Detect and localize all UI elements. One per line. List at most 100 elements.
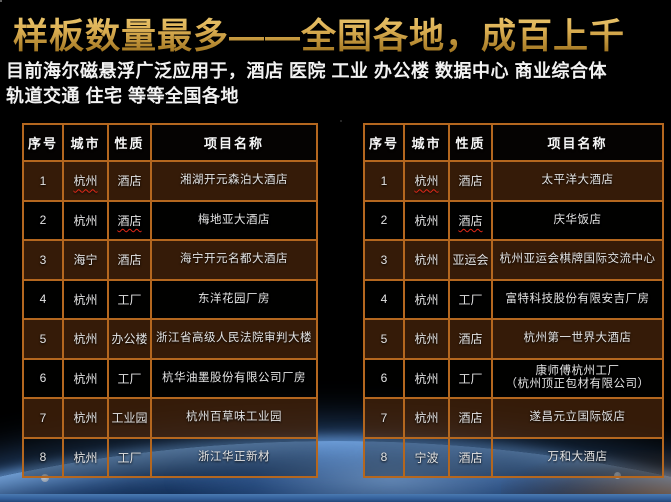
projects-table: 序号 城市 性质 项目名称 1 杭州 酒店 太平洋大酒店 2 杭州 酒店 庆华饭店 3 杭州 亚运会 杭州亚… <box>363 123 664 478</box>
column-header: 项目名称 <box>150 123 318 162</box>
cell-index: 2 <box>22 199 64 241</box>
table-row: 6 杭州 工厂 康师傅杭州工厂 （杭州顶正包材有限公司） <box>363 357 664 399</box>
cell-index: 2 <box>363 199 405 241</box>
cell-city: 杭州 <box>62 397 109 439</box>
cell-index: 7 <box>363 397 405 439</box>
table-row: 5 杭州 酒店 杭州第一世界大酒店 <box>363 318 664 360</box>
table-row: 3 杭州 亚运会 杭州亚运会棋牌国际交流中心 <box>363 239 664 281</box>
table-row: 2 杭州 酒店 庆华饭店 <box>363 199 664 241</box>
projects-table-right: 序号 城市 性质 项目名称 1 杭州 酒店 太平洋大酒店 2 杭州 酒店 庆华饭店 3 杭州 亚运会 杭州亚… <box>363 123 664 478</box>
column-header: 城市 <box>62 123 109 162</box>
cell-type: 工厂 <box>107 357 152 399</box>
cell-city: 杭州 <box>62 199 109 241</box>
cell-project-name: 杭州第一世界大酒店 <box>491 318 664 360</box>
cell-type: 酒店 <box>448 397 493 439</box>
column-header: 城市 <box>403 123 450 162</box>
column-header: 性质 <box>448 123 493 162</box>
table-row: 1 杭州 酒店 太平洋大酒店 <box>363 160 664 202</box>
cell-index: 5 <box>22 318 64 360</box>
cell-city: 杭州 <box>403 239 450 281</box>
cell-project-name: 万和大酒店 <box>491 436 664 478</box>
cell-project-name: 海宁开元名都大酒店 <box>150 239 318 281</box>
cell-city: 杭州 <box>62 357 109 399</box>
cell-city: 宁波 <box>403 436 450 478</box>
cell-type: 酒店 <box>107 239 152 281</box>
cell-index: 3 <box>363 239 405 281</box>
cell-project-name: 梅地亚大酒店 <box>150 199 318 241</box>
cell-index: 7 <box>22 397 64 439</box>
cell-index: 1 <box>22 160 64 202</box>
cell-type: 工厂 <box>448 357 493 399</box>
table-row: 8 杭州 工厂 浙江华正新材 <box>22 436 318 478</box>
column-header: 项目名称 <box>491 123 664 162</box>
projects-table: 序号 城市 性质 项目名称 1 杭州 酒店 湘湖开元森泊大酒店 2 杭州 酒店 梅地亚大酒店 3 海宁酒… <box>22 123 318 478</box>
subtitle-line-1: 目前海尔磁悬浮广泛应用于，酒店 医院 工业 办公楼 数据中心 商业综合体 <box>6 61 608 81</box>
cell-type: 酒店 <box>107 199 152 241</box>
cell-city: 杭州 <box>403 357 450 399</box>
cell-city: 杭州 <box>62 278 109 320</box>
cell-index: 6 <box>22 357 64 399</box>
cell-city: 杭州 <box>403 278 450 320</box>
cell-project-name: 东洋花园厂房 <box>150 278 318 320</box>
table-row: 4 杭州 工厂 东洋花园厂房 <box>22 278 318 320</box>
cell-type: 工厂 <box>107 278 152 320</box>
cell-city: 杭州 <box>62 160 109 202</box>
cell-project-name: 浙江省高级人民法院审判大楼 <box>150 318 318 360</box>
cell-project-name: 杭州百草味工业园 <box>150 397 318 439</box>
cell-index: 4 <box>363 278 405 320</box>
header-row: 序号 城市 性质 项目名称 <box>22 123 318 162</box>
cell-city: 杭州 <box>403 318 450 360</box>
header-row: 序号 城市 性质 项目名称 <box>363 123 664 162</box>
cell-project-name: 太平洋大酒店 <box>491 160 664 202</box>
cell-project-name: 湘湖开元森泊大酒店 <box>150 160 318 202</box>
cell-project-name: 富特科技股份有限安吉厂房 <box>491 278 664 320</box>
cell-project-name: 浙江华正新材 <box>150 436 318 478</box>
moon-dot <box>41 474 49 482</box>
cell-index: 8 <box>22 436 64 478</box>
cell-project-name: 遂昌元立国际饭店 <box>491 397 664 439</box>
slide-title: 样板数量最多——全国各地，成百上千 <box>13 8 663 59</box>
table-row: 8 宁波 酒店 万和大酒店 <box>363 436 664 478</box>
cell-index: 4 <box>22 278 64 320</box>
cell-city: 杭州 <box>403 160 450 202</box>
table-row: 3 海宁 酒店 海宁开元名都大酒店 <box>22 239 318 281</box>
cell-type: 工厂 <box>448 278 493 320</box>
table-row: 7 杭州 酒店 遂昌元立国际饭店 <box>363 397 664 439</box>
cell-type: 酒店 <box>448 160 493 202</box>
table-row: 5 杭州 办公楼 浙江省高级人民法院审判大楼 <box>22 318 318 360</box>
cell-type: 酒店 <box>448 199 493 241</box>
cell-type: 酒店 <box>448 318 493 360</box>
cell-index: 6 <box>363 357 405 399</box>
column-header: 性质 <box>107 123 152 162</box>
table-row: 1 杭州 酒店 湘湖开元森泊大酒店 <box>22 160 318 202</box>
table-row: 7 杭州 工业园 杭州百草味工业园 <box>22 397 318 439</box>
cell-index: 3 <box>22 239 64 281</box>
cell-city: 杭州 <box>62 436 109 478</box>
cell-project-name: 康师傅杭州工厂 （杭州顶正包材有限公司） <box>491 357 664 399</box>
slide-subtitle: 目前海尔磁悬浮广泛应用于，酒店 医院 工业 办公楼 数据中心 商业综合体 轨道交… <box>6 59 666 109</box>
cell-type: 工业园 <box>107 397 152 439</box>
cell-project-name: 杭州亚运会棋牌国际交流中心 <box>491 239 664 281</box>
table-row: 6 杭州 工厂 杭华油墨股份有限公司厂房 <box>22 357 318 399</box>
cell-type: 酒店 <box>448 436 493 478</box>
cell-type: 酒店 <box>107 160 152 202</box>
cell-type: 亚运会 <box>448 239 493 281</box>
column-header: 序号 <box>22 123 64 162</box>
cell-city: 杭州 <box>62 318 109 360</box>
bottom-blue-bar <box>0 494 671 502</box>
subtitle-line-2: 轨道交通 住宅 等等全国各地 <box>6 86 240 106</box>
table-row: 2 杭州 酒店 梅地亚大酒店 <box>22 199 318 241</box>
cell-city: 海宁 <box>62 239 109 281</box>
cell-index: 5 <box>363 318 405 360</box>
cell-project-name: 庆华饭店 <box>491 199 664 241</box>
cell-type: 办公楼 <box>107 318 152 360</box>
cell-project-name: 杭华油墨股份有限公司厂房 <box>150 357 318 399</box>
cell-index: 8 <box>363 436 405 478</box>
cell-city: 杭州 <box>403 397 450 439</box>
projects-table-left: 序号 城市 性质 项目名称 1 杭州 酒店 湘湖开元森泊大酒店 2 杭州 酒店 梅地亚大酒店 3 海宁酒… <box>22 123 318 478</box>
cell-index: 1 <box>363 160 405 202</box>
column-header: 序号 <box>363 123 405 162</box>
table-row: 4 杭州 工厂 富特科技股份有限安吉厂房 <box>363 278 664 320</box>
